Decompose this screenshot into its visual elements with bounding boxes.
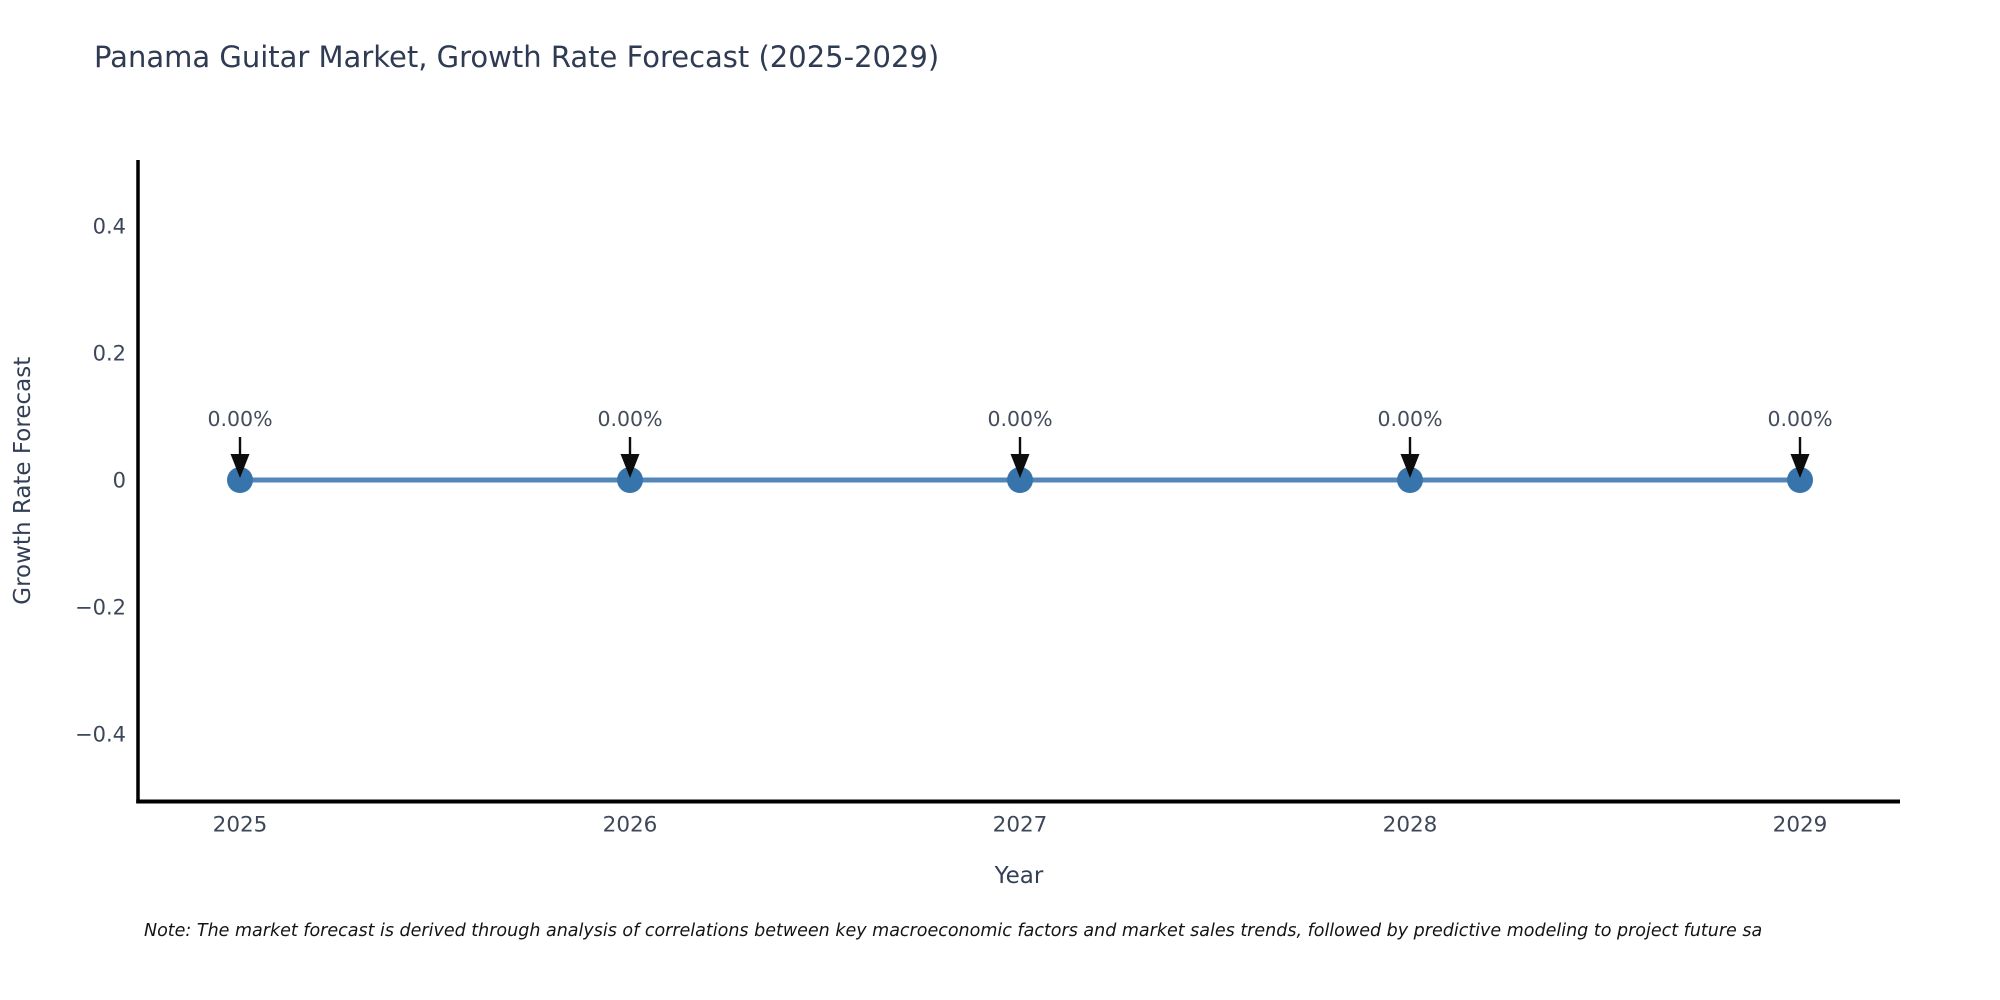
y-tick-label: −0.4 [75, 723, 126, 747]
y-tick-label: 0.2 [93, 342, 126, 366]
data-point-marker [227, 467, 253, 493]
x-tick-label: 2029 [1773, 813, 1828, 838]
footnote: Note: The market forecast is derived thr… [144, 921, 1763, 941]
y-tick-label: 0.4 [93, 215, 126, 239]
data-point-marker [1787, 467, 1813, 493]
point-value-label: 0.00% [1377, 407, 1442, 431]
y-tick-label: −0.2 [75, 596, 126, 620]
data-point-marker [1397, 467, 1423, 493]
x-tick-label: 2025 [213, 813, 268, 838]
annotation-arrow-head [620, 454, 640, 478]
point-value-label: 0.00% [1767, 407, 1832, 431]
x-tick-label: 2026 [603, 813, 658, 838]
y-tick-label: 0 [113, 469, 126, 493]
annotation-arrow-head [1790, 454, 1810, 478]
annotation-arrow-head [1400, 454, 1420, 478]
annotation-arrow-head [230, 454, 250, 478]
x-tick-label: 2027 [993, 813, 1048, 838]
data-point-marker [1007, 467, 1033, 493]
point-value-label: 0.00% [987, 407, 1052, 431]
data-point-marker [617, 467, 643, 493]
x-axis-title: Year [994, 863, 1044, 889]
y-axis-title: Growth Rate Forecast [10, 357, 36, 605]
point-value-label: 0.00% [207, 407, 272, 431]
annotation-arrow-head [1010, 454, 1030, 478]
chart-title: Panama Guitar Market, Growth Rate Foreca… [94, 40, 940, 74]
x-tick-label: 2028 [1383, 813, 1438, 838]
point-value-label: 0.00% [597, 407, 662, 431]
